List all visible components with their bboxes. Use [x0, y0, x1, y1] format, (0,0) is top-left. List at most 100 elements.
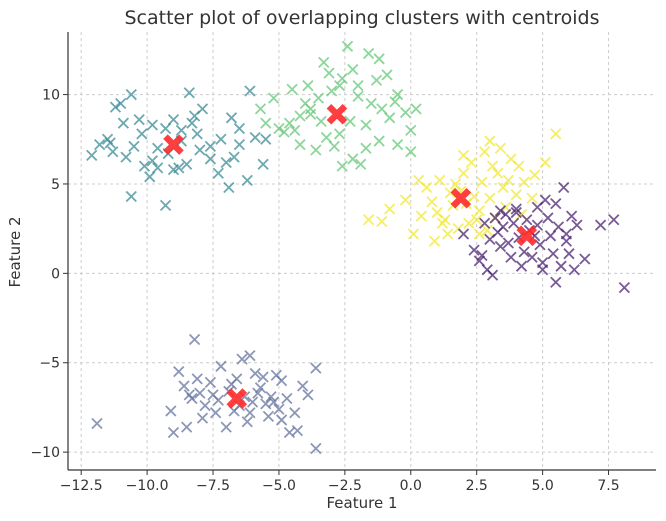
scatter-point	[125, 88, 137, 101]
centroid-marker	[163, 134, 184, 155]
scatter-point	[542, 212, 554, 224]
scatter-point	[373, 53, 385, 65]
scatter-point	[481, 224, 493, 237]
scatter-point	[252, 387, 264, 399]
x-tick-label: −5.0	[262, 478, 296, 494]
scatter-point	[362, 214, 375, 226]
scatter-point	[478, 146, 491, 158]
scatter-point	[457, 228, 470, 240]
scatter-point	[320, 131, 333, 144]
scatter-point	[294, 110, 306, 122]
scatter-point	[249, 131, 261, 144]
scatter-point	[310, 362, 322, 374]
scatter-point	[347, 153, 359, 165]
x-tick-label: 0.0	[400, 478, 422, 494]
scatter-point	[347, 63, 359, 76]
scatter-point	[262, 410, 275, 423]
scatter-point	[531, 201, 543, 213]
scatter-point	[341, 40, 354, 52]
scatter-point	[426, 196, 438, 208]
scatter-point	[473, 228, 485, 240]
scatter-point	[225, 112, 238, 124]
scatter-point	[136, 128, 148, 140]
scatter-point	[167, 113, 180, 126]
scatter-point	[223, 181, 235, 194]
scatter-point	[399, 194, 412, 206]
scatter-point	[468, 244, 480, 256]
scatter-point	[497, 221, 509, 233]
scatter-point	[178, 380, 190, 392]
scatter-point	[355, 158, 367, 170]
scatter-point	[191, 373, 203, 385]
scatter-point	[550, 197, 562, 210]
scatter-point	[194, 387, 206, 399]
scatter-point	[310, 144, 322, 156]
scatter-point	[526, 251, 538, 263]
scatter-point	[186, 117, 198, 129]
scatter-point	[159, 199, 172, 212]
scatter-point	[463, 217, 475, 229]
cluster-series-5	[91, 333, 322, 455]
scatter-point	[265, 391, 277, 403]
scatter-point	[526, 192, 538, 204]
scatter-point	[391, 88, 404, 101]
scatter-point	[294, 138, 306, 151]
scatter-point	[336, 160, 348, 172]
scatter-point	[457, 167, 470, 179]
scatter-point	[497, 181, 509, 194]
scatter-point	[204, 153, 217, 165]
scatter-point	[384, 112, 396, 124]
scatter-point	[565, 210, 578, 222]
y-tick-label: 0	[51, 266, 60, 282]
scatter-point	[391, 138, 404, 151]
scatter-point	[175, 124, 188, 136]
scatter-point	[152, 142, 164, 154]
scatter-point	[365, 97, 377, 110]
scatter-point	[608, 214, 620, 226]
scatter-point	[515, 260, 528, 272]
scatter-point	[415, 210, 427, 222]
scatter-point	[442, 228, 454, 240]
scatter-point	[181, 158, 193, 170]
scatter-point	[254, 103, 267, 115]
scatter-point	[389, 96, 401, 108]
y-axis-label: Feature 2	[6, 217, 24, 288]
scatter-point	[550, 128, 562, 140]
scatter-point	[273, 403, 285, 415]
scatter-point	[399, 106, 412, 119]
scatter-point	[120, 151, 132, 163]
scatter-point	[159, 122, 172, 135]
scatter-point	[167, 426, 180, 439]
scatter-point	[210, 407, 222, 419]
scatter-point	[220, 156, 232, 169]
scatter-point	[376, 103, 388, 115]
y-tick-label: −10	[30, 445, 60, 461]
scatter-point	[289, 124, 301, 136]
scatter-point	[360, 142, 372, 154]
scatter-point	[220, 421, 232, 433]
scatter-point	[568, 264, 580, 276]
scatter-point	[94, 138, 106, 151]
scatter-point	[249, 367, 261, 380]
scatter-point	[275, 414, 288, 426]
scatter-point	[199, 400, 211, 412]
scatter-point	[373, 135, 385, 147]
scatter-point	[428, 235, 441, 247]
scatter-point	[518, 246, 530, 258]
scatter-point	[204, 140, 217, 153]
scatter-point	[457, 149, 470, 161]
scatter-point	[323, 67, 335, 79]
chart-title: Scatter plot of overlapping clusters wit…	[124, 7, 599, 29]
scatter-point	[204, 376, 217, 389]
scatter-point	[502, 174, 514, 187]
centroid-marker	[516, 225, 538, 247]
scatter-point	[241, 416, 253, 428]
scatter-point	[278, 126, 290, 138]
scatter-point	[405, 146, 417, 158]
scatter-point	[302, 389, 314, 401]
scatter-point	[212, 167, 224, 179]
scatter-point	[144, 171, 156, 183]
scatter-point	[579, 253, 591, 265]
scatter-point	[291, 425, 304, 437]
